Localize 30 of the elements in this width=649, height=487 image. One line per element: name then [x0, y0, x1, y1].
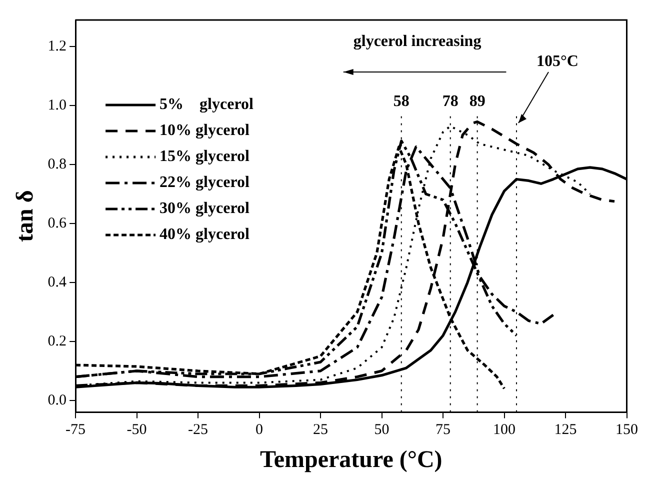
legend-label: 40% glycerol	[160, 226, 250, 244]
legend-label: 15% glycerol	[160, 148, 250, 166]
y-tick-label: 0.0	[48, 392, 67, 408]
y-tick-label: 0.6	[48, 215, 68, 232]
x-tick-label: -50	[126, 422, 147, 438]
ref-line-label: 58	[393, 93, 410, 110]
x-tick-label: 75	[436, 422, 451, 438]
legend-label: 22% glycerol	[160, 174, 250, 192]
y-tick-label: 0.2	[48, 333, 67, 350]
x-tick-label: 150	[616, 422, 638, 438]
y-tick-label: 0.8	[48, 156, 67, 172]
x-axis-title: Temperature (°C)	[260, 446, 442, 473]
legend-label: 10% glycerol	[160, 122, 250, 140]
y-tick-label: 1.0	[48, 97, 67, 114]
x-tick-label: 100	[493, 422, 516, 438]
ref-line-label: 105°C	[536, 53, 578, 70]
annotation: glycerol increasing	[353, 33, 482, 50]
legend-label: 5% glycerol	[160, 96, 254, 114]
y-tick-label: 1.2	[48, 38, 67, 54]
x-tick-label: -25	[188, 422, 208, 438]
x-tick-label: 0	[256, 422, 264, 438]
x-tick-label: 25	[313, 422, 328, 438]
x-tick-label: 125	[554, 422, 577, 438]
y-tick-label: 0.4	[48, 274, 68, 290]
legend-label: 30% glycerol	[160, 200, 250, 218]
x-tick-label: -75	[66, 422, 86, 438]
x-tick-label: 50	[374, 422, 390, 438]
ref-line-label: 78	[442, 93, 458, 110]
ref-line-label: 89	[469, 93, 486, 110]
y-axis-title: tan δ	[12, 190, 39, 242]
